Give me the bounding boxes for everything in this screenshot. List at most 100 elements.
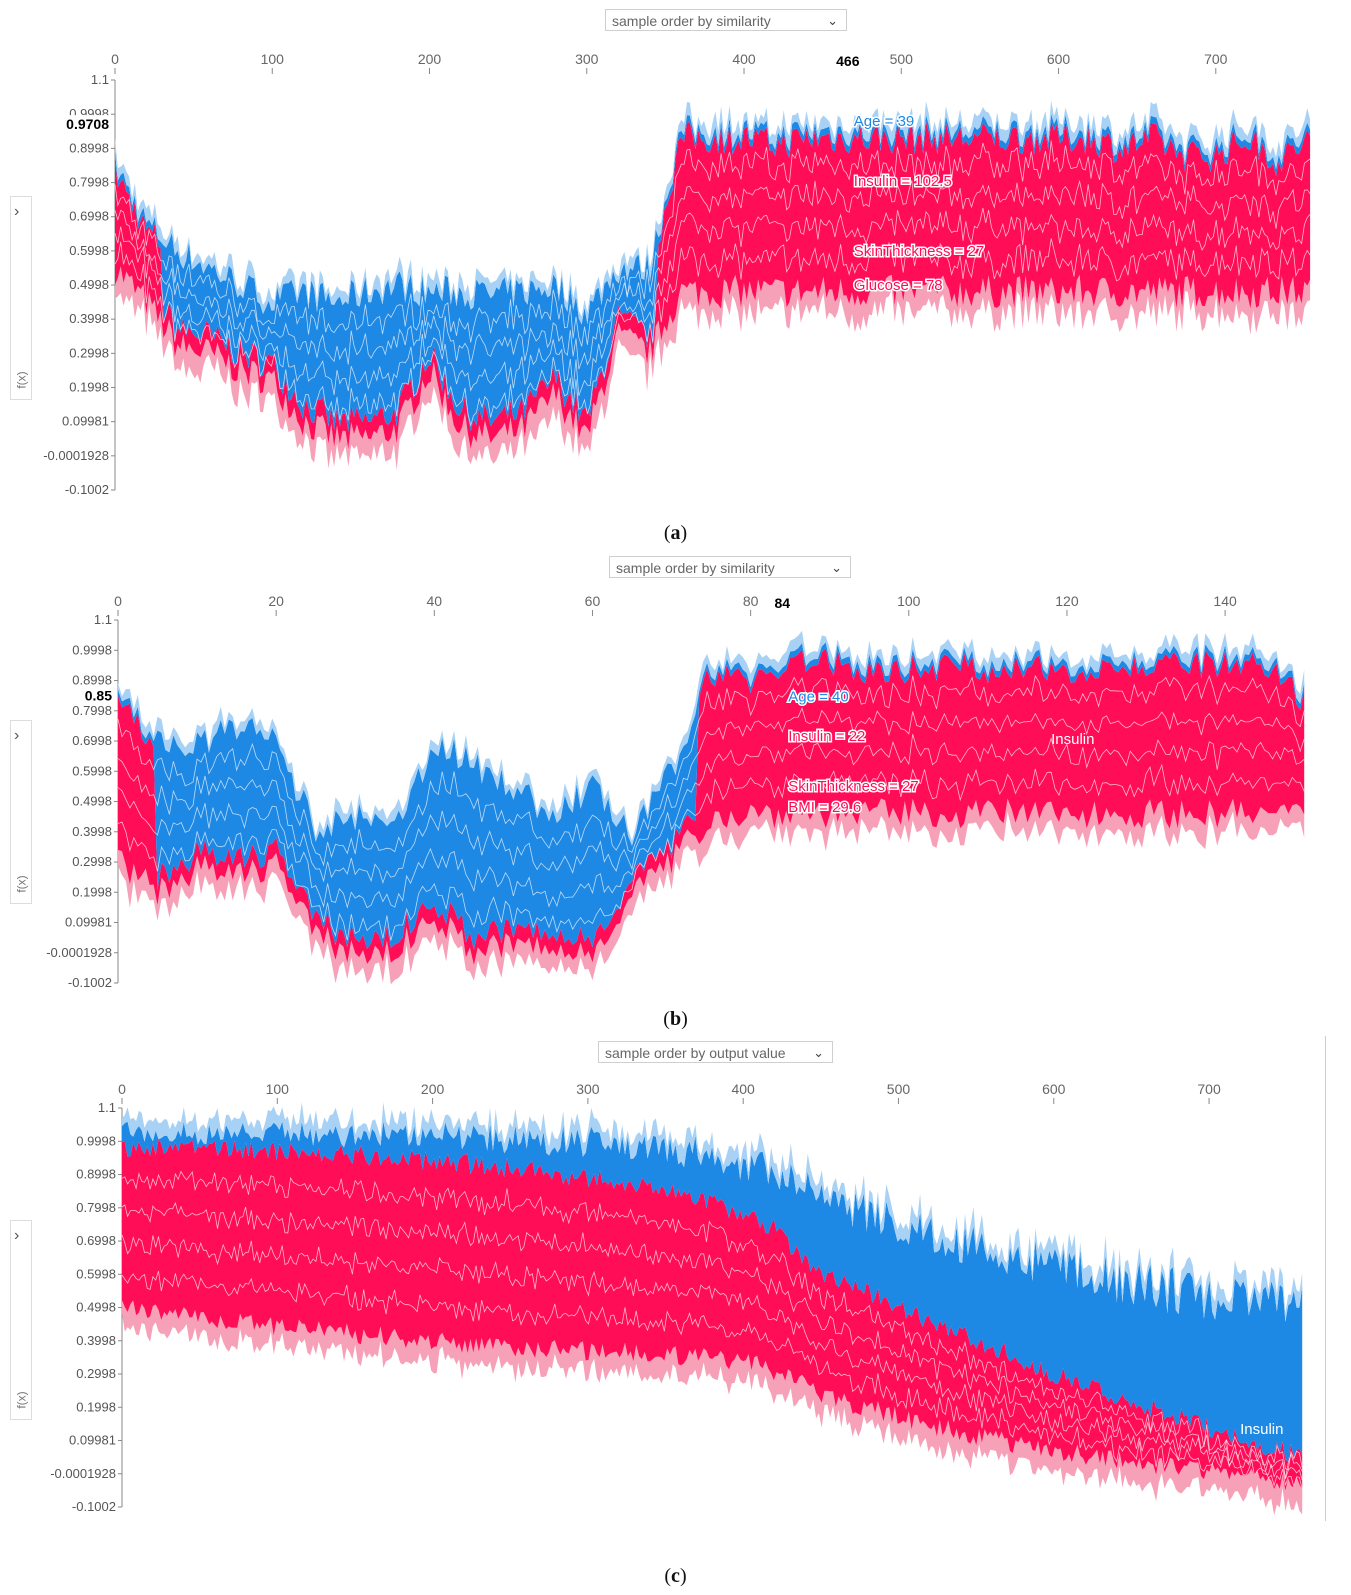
x-tick-label: 200 <box>421 1081 445 1097</box>
y-tick-label: 1.1 <box>94 612 112 627</box>
y-tick-label: 0.1998 <box>69 380 109 395</box>
x-tick-label: 700 <box>1197 1081 1221 1097</box>
sort-order-dropdown-a[interactable]: sample order by similarity ⌄ <box>605 9 847 31</box>
areas <box>121 1102 1303 1516</box>
light-red-fringe <box>118 798 1305 985</box>
hover-y-label: 0.9708 <box>66 116 109 132</box>
x-tick-label: 600 <box>1042 1081 1066 1097</box>
feature-annotation: Insulin <box>1051 731 1094 748</box>
y-tick-label: 0.09981 <box>69 1433 116 1448</box>
feature-panel-toggle-c[interactable]: › f(x) <box>10 1220 32 1420</box>
hover-x-label: 84 <box>774 595 790 611</box>
light-blue-fringe <box>122 1102 1303 1322</box>
y-tick-label: 0.7998 <box>69 175 109 190</box>
x-tick-label: 0 <box>114 593 122 609</box>
feature-boundary-line <box>121 1170 1303 1471</box>
y-tick-label: 0.6998 <box>76 1233 116 1248</box>
x-tick-label: 100 <box>897 593 921 609</box>
caption-a: (a) <box>663 522 688 544</box>
y-tick-label: 1.1 <box>98 1100 116 1115</box>
panel-b: sample order by similarity ⌄ › f(x) 1.1 0… <box>0 0 1351 1030</box>
feature-panel-toggle-b[interactable]: › f(x) <box>10 720 32 904</box>
caption-b: (b) <box>663 1008 688 1030</box>
feature-annotation: Age = 40 <box>788 689 848 706</box>
chevron-right-icon: › <box>14 1227 20 1244</box>
y-tick-label: 0.9998 <box>76 1133 116 1148</box>
force-plot-a[interactable]: 1.10.99980.89980.79980.69980.59980.49980… <box>0 0 1351 510</box>
positive-effect-area <box>118 648 1305 966</box>
y-tick-label: 0.2998 <box>76 1366 116 1381</box>
x-tick-label: 300 <box>575 51 599 67</box>
chevron-right-icon: › <box>14 727 20 744</box>
y-tick-label: -0.1002 <box>68 975 112 990</box>
feature-annotation: Glucose = 78 <box>854 277 943 294</box>
sort-order-label-c: sample order by output value <box>605 1045 786 1061</box>
feature-panel-toggle-a[interactable]: › f(x) <box>10 196 32 400</box>
y-tick-label: 0.5998 <box>69 243 109 258</box>
hover-y-label: 0.85 <box>85 688 112 704</box>
feature-annotation: Age = 39 <box>854 113 914 130</box>
y-tick-label: -0.0001928 <box>46 945 112 960</box>
chevron-right-icon: › <box>14 203 20 220</box>
y-tick-label: 0.3998 <box>76 1333 116 1348</box>
x-tick-label: 120 <box>1055 593 1079 609</box>
y-tick-label: -0.1002 <box>65 482 109 497</box>
y-tick-label: -0.0001928 <box>50 1466 116 1481</box>
feature-annotation: Insulin <box>1240 1421 1283 1438</box>
x-tick-label: 140 <box>1213 593 1237 609</box>
light-blue-fringe <box>115 100 1311 325</box>
positive-effect-area <box>122 1139 1303 1491</box>
x-tick-label: 100 <box>261 51 285 67</box>
chevron-down-icon: ⌄ <box>831 560 842 575</box>
feature-boundary-line <box>117 733 1305 909</box>
y-tick-label: 0.5998 <box>76 1266 116 1281</box>
feature-boundary-line <box>114 238 1311 427</box>
x-tick-label: 0 <box>111 51 119 67</box>
x-tick-label: 100 <box>266 1081 290 1097</box>
y-tick-label: 0.2998 <box>72 854 112 869</box>
y-tick-label: -0.0001928 <box>43 448 109 463</box>
caption-c: (c) <box>664 1565 687 1587</box>
light-red-fringe <box>122 1300 1303 1516</box>
negative-effect-area <box>122 1121 1303 1462</box>
positive-effect-area <box>115 121 1311 449</box>
x-tick-label: 20 <box>268 593 284 609</box>
sort-order-dropdown-b[interactable]: sample order by similarity ⌄ <box>609 556 851 578</box>
y-tick-label: 0.3998 <box>69 311 109 326</box>
y-tick-label: 0.09981 <box>65 915 112 930</box>
feature-annotation: Insulin = 22 <box>788 728 865 745</box>
sort-order-dropdown-c[interactable]: sample order by output value ⌄ <box>598 1041 833 1063</box>
x-tick-label: 500 <box>890 51 914 67</box>
hover-y-label-bg <box>54 686 112 704</box>
right-divider <box>1325 1036 1326 1521</box>
light-blue-fringe <box>118 630 1305 846</box>
x-tick-label: 500 <box>887 1081 911 1097</box>
feature-boundary-line <box>114 177 1311 370</box>
force-plot-c[interactable]: 1.1 0.9998 0.8998 0.7998 0.6998 0.5998 0.4998 0… <box>0 0 1351 1520</box>
y-tick-label: 0.6998 <box>72 733 112 748</box>
x-tick-label: 700 <box>1204 51 1228 67</box>
feature-annotation: Insulin = 102.5 <box>854 173 952 190</box>
feature-boundary-line <box>114 207 1311 397</box>
x-tick-label: 0 <box>118 1081 126 1097</box>
areas <box>114 100 1311 471</box>
feature-boundary-line <box>121 1234 1303 1481</box>
y-tick-label: 0.1998 <box>72 884 112 899</box>
sort-order-label-a: sample order by similarity <box>612 13 771 29</box>
y-tick-label: 0.2998 <box>69 345 109 360</box>
force-plot-b[interactable]: 1.1 0.9998 0.8998 0.7998 0.6998 0.5998 0.4998 0… <box>0 0 1351 1000</box>
chevron-down-icon: ⌄ <box>827 13 838 28</box>
y-tick-label: 0.8998 <box>72 673 112 688</box>
x-tick-label: 600 <box>1047 51 1071 67</box>
y-tick-label: 0.9998 <box>72 642 112 657</box>
x-tick-label: 400 <box>732 51 756 67</box>
light-red-fringe <box>115 266 1311 471</box>
feature-boundary-line <box>114 140 1311 347</box>
feature-annotation: BMI = 29.6 <box>788 799 861 816</box>
x-tick-label: 60 <box>585 593 601 609</box>
y-tick-label: 0.3998 <box>72 824 112 839</box>
feature-annotation: SkinThickness = 27 <box>854 243 984 260</box>
feature-boundary-line <box>117 763 1305 941</box>
y-tick-label: 0.5998 <box>72 763 112 778</box>
